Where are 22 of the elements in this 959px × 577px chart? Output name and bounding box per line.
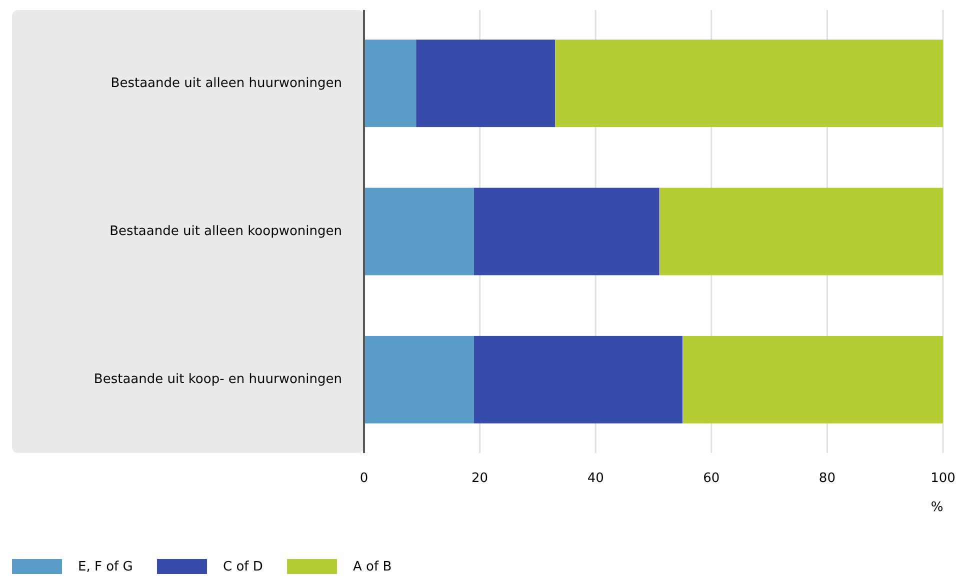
x-tick-label: 20 [472, 471, 488, 486]
bar [474, 336, 682, 424]
legend-label: C of D [223, 560, 263, 575]
bar [474, 188, 660, 276]
y-tick-label: Bestaande uit koop- en huurwoningen [94, 372, 342, 388]
bar [682, 336, 943, 424]
bar [416, 40, 556, 128]
x-axis-title: % [930, 500, 944, 515]
x-tick-label: 100 [930, 471, 956, 486]
x-tick-label: 0 [360, 471, 368, 486]
x-tick-label: 40 [587, 471, 604, 486]
x-tick-label: 60 [703, 471, 720, 486]
bar [555, 40, 943, 128]
legend-label: A of B [353, 560, 392, 575]
bar [364, 336, 474, 424]
y-tick-label: Bestaande uit alleen huurwoningen [110, 76, 342, 91]
x-tick-label: 80 [818, 471, 836, 486]
legend-label: E, F of G [78, 560, 133, 575]
bar [364, 40, 416, 128]
y-tick-label: Bestaande uit alleen koopwoningen [110, 224, 342, 240]
bar [659, 188, 943, 276]
bar [364, 188, 474, 276]
